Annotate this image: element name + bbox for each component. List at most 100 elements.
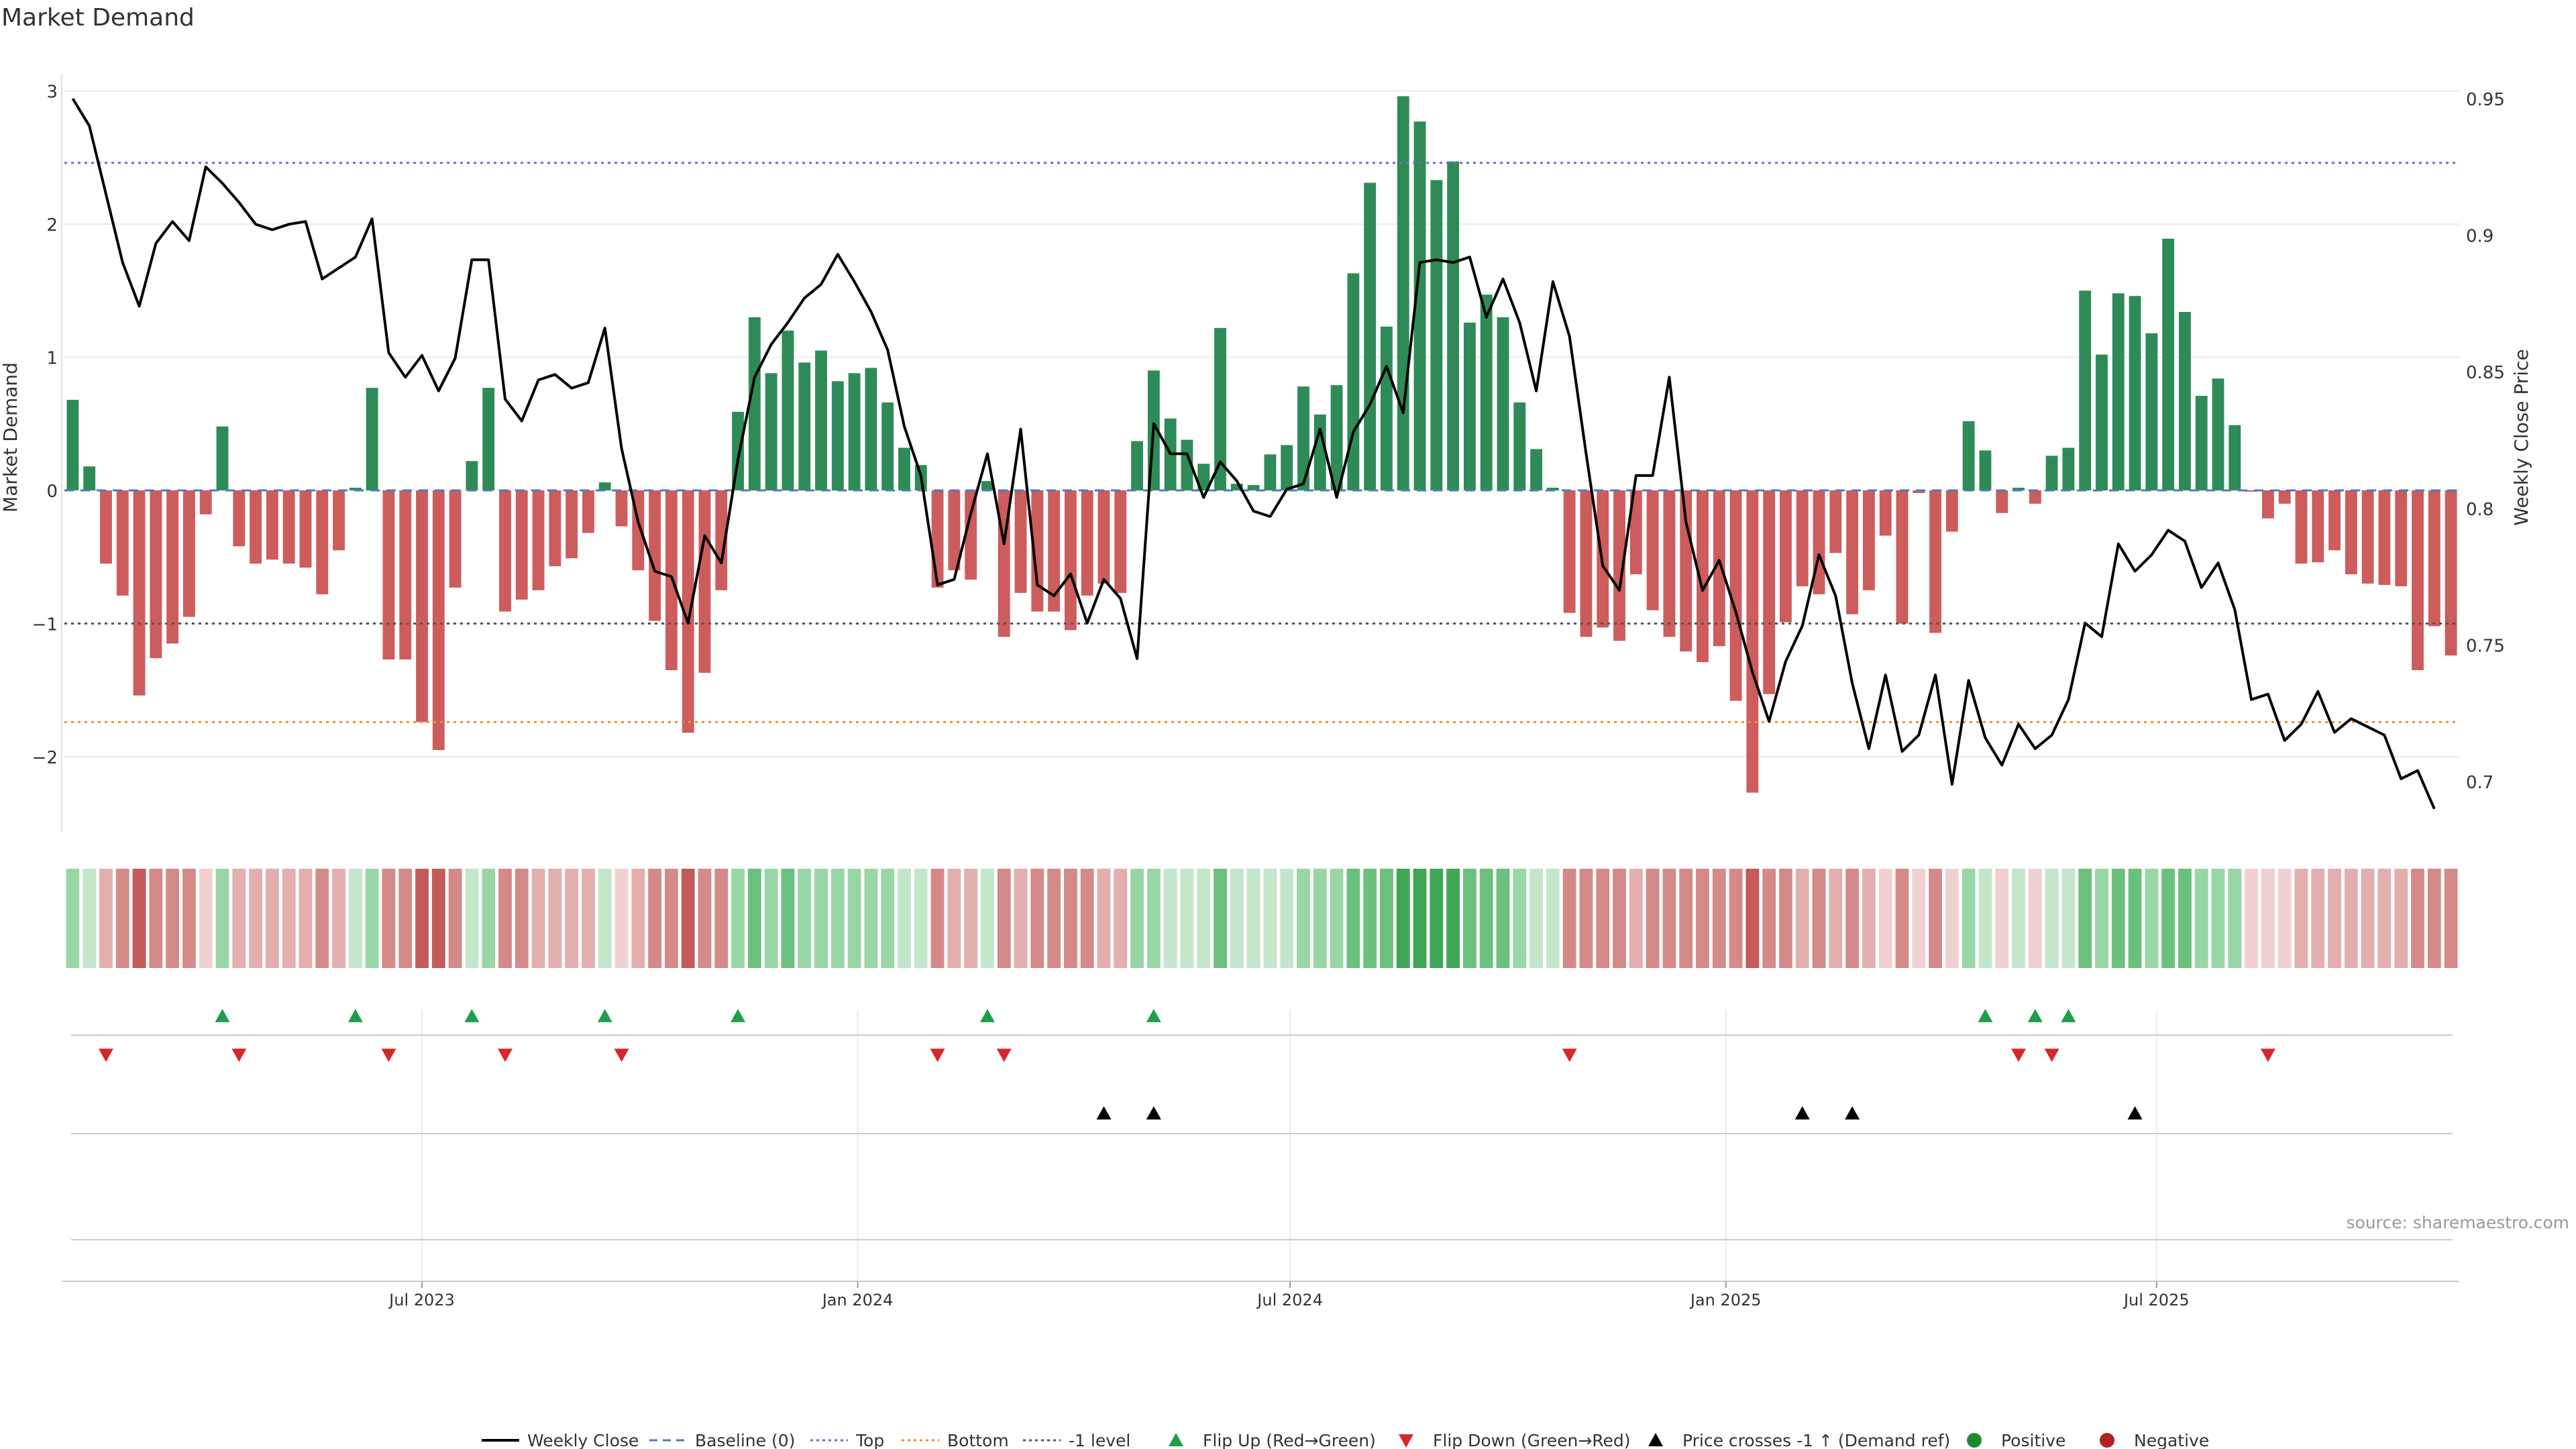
demand-bar	[1347, 273, 1360, 490]
heat-cell	[1197, 869, 1211, 968]
legend-label: Price crosses -1 ↑ (Demand ref)	[1682, 1431, 1950, 1449]
heat-cell	[1762, 869, 1776, 968]
heat-cell	[598, 869, 612, 968]
heat-cell	[265, 869, 279, 968]
demand-bar	[2345, 490, 2357, 575]
y-tick-label-right: 0.85	[2466, 363, 2505, 383]
demand-bar	[1729, 490, 1742, 701]
demand-bar	[2361, 490, 2374, 584]
heat-cell	[714, 869, 729, 968]
source-note: source: sharemaestro.com	[2346, 1213, 2570, 1232]
demand-bar	[1313, 414, 1326, 490]
demand-bar	[150, 490, 162, 659]
heat-strip	[66, 869, 2458, 968]
heat-cell	[1479, 869, 1493, 968]
flip-up-marker	[2027, 1009, 2043, 1022]
heat-cell	[1662, 869, 1676, 968]
y-tick-label-left: 2	[46, 215, 58, 235]
heat-cell	[864, 869, 878, 968]
demand-bar	[1497, 317, 1509, 490]
demand-bar	[250, 490, 262, 564]
demand-bar	[416, 490, 428, 722]
demand-bar	[382, 490, 395, 660]
heat-cell	[2078, 869, 2092, 968]
demand-bar	[2278, 490, 2291, 504]
heat-cell	[698, 869, 712, 968]
heat-cell	[2394, 869, 2408, 968]
demand-bar	[1097, 490, 1110, 584]
y-tick-label-left: 1	[46, 349, 58, 369]
legend-label: Positive	[2001, 1431, 2065, 1449]
demand-bar	[1663, 490, 1676, 637]
legend-swatch	[1648, 1433, 1663, 1446]
demand-bar	[1214, 327, 1226, 490]
demand-bar	[366, 388, 378, 490]
legend-label: Weekly Close	[527, 1431, 639, 1449]
demand-bar	[1447, 161, 1460, 490]
demand-bar	[765, 373, 777, 490]
heat-cell	[1363, 869, 1377, 968]
flip-up-marker	[979, 1009, 995, 1022]
heat-cell	[2161, 869, 2176, 968]
heat-cell	[830, 869, 845, 968]
demand-bar	[2412, 490, 2424, 670]
legend-swatch	[1967, 1433, 1982, 1448]
demand-bar	[515, 490, 528, 600]
heat-cell	[1795, 869, 1809, 968]
demand-bar	[2045, 455, 2058, 490]
heat-cell	[664, 869, 678, 968]
flip-down-marker	[2011, 1049, 2027, 1062]
demand-bar	[83, 466, 96, 490]
heat-cell	[66, 869, 80, 968]
heat-cell	[1130, 869, 1144, 968]
demand-bar	[1929, 490, 1941, 633]
heat-cell	[1513, 869, 1527, 968]
demand-bar	[233, 490, 246, 547]
heat-cell	[2377, 869, 2392, 968]
heat-cell	[332, 869, 345, 968]
demand-bar	[499, 490, 511, 612]
heat-cell	[482, 869, 496, 968]
y-axis-label-right: Weekly Close Price	[2510, 349, 2532, 525]
demand-bar	[2145, 333, 2158, 490]
y-tick-label-left: 3	[46, 83, 58, 103]
demand-bar	[2378, 490, 2391, 585]
heat-cell	[2245, 869, 2259, 968]
heat-cell	[1779, 869, 1792, 968]
heat-cell	[1396, 869, 1410, 968]
heat-cell	[1097, 869, 1111, 968]
heat-cell	[1214, 869, 1227, 968]
demand-bar	[682, 490, 694, 733]
demand-bar	[1480, 294, 1493, 490]
demand-bar	[333, 490, 345, 551]
demand-bar	[1048, 490, 1061, 612]
heat-cell	[1629, 869, 1643, 968]
heat-cell	[947, 869, 961, 968]
heat-cell	[199, 869, 213, 968]
heat-cell	[2178, 869, 2192, 968]
demand-bar	[1846, 490, 1859, 614]
demand-bar	[282, 490, 295, 564]
legend-label: Negative	[2134, 1431, 2209, 1449]
demand-bar	[432, 490, 445, 751]
heat-cell	[2145, 869, 2159, 968]
heat-cell	[1114, 869, 1128, 968]
heat-cell	[1496, 869, 1510, 968]
flip-down-marker	[497, 1049, 513, 1062]
heat-cell	[398, 869, 413, 968]
heat-cell	[747, 869, 761, 968]
y-tick-label-right: 0.95	[2466, 90, 2505, 110]
heat-cell	[1579, 869, 1593, 968]
heat-cell	[1546, 869, 1560, 968]
heat-cell	[681, 869, 695, 968]
demand-bar	[1364, 182, 1377, 490]
heat-cell	[1297, 869, 1310, 968]
x-tick-label: Jul 2023	[388, 1291, 455, 1309]
demand-bar	[2112, 293, 2125, 490]
heat-cell	[1230, 869, 1244, 968]
heat-cell	[1380, 869, 1393, 968]
heat-cell	[382, 869, 396, 968]
heat-cell	[1812, 869, 1826, 968]
y-tick-label-right: 0.9	[2466, 227, 2493, 247]
